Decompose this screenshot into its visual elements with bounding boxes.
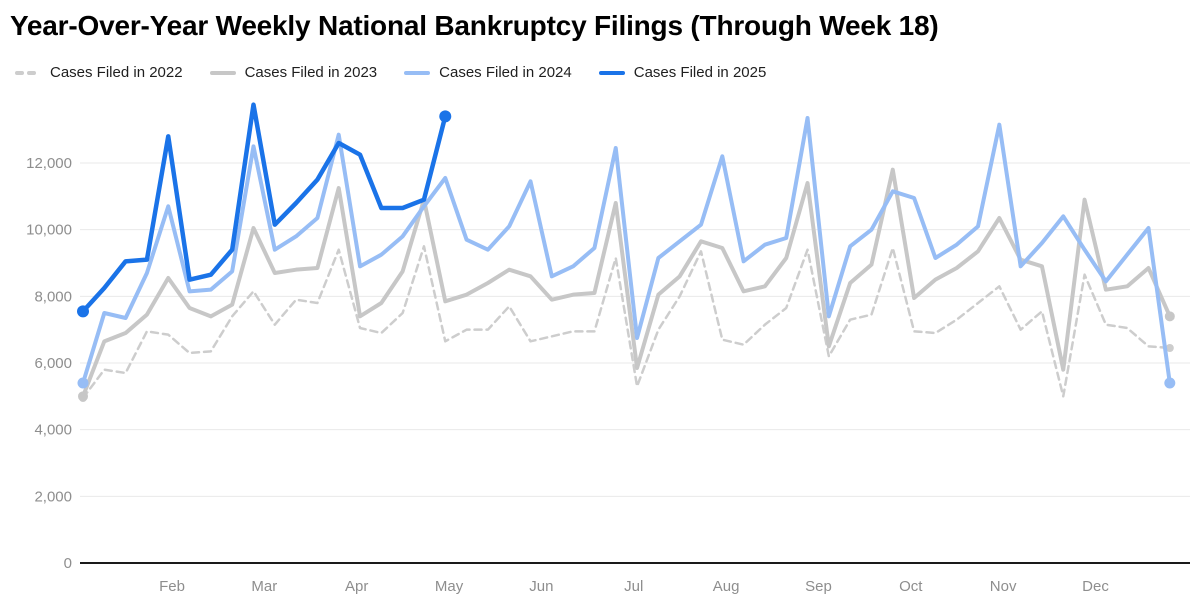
series-2023-start-dot [78, 391, 88, 402]
x-axis-label-jun: Jun [529, 578, 553, 595]
series-line-2024 [81, 116, 1172, 385]
legend-swatch-icon [598, 70, 625, 75]
legend-swatch-icon [209, 70, 236, 75]
legend-item-2023: Cases Filed in 2023 [209, 64, 378, 81]
series-line-2025 [80, 102, 448, 314]
legend-swatch-icon [15, 70, 41, 75]
legend-label: Cases Filed in 2022 [50, 64, 183, 81]
chart-title: Year-Over-Year Weekly National Bankruptc… [10, 10, 939, 41]
series-2024-start-dot [77, 377, 89, 389]
series-2023-end-dot [1164, 311, 1175, 322]
legend-item-2025: Cases Filed in 2025 [598, 64, 767, 81]
series-2025-end-dot [439, 110, 452, 123]
legend-label: Cases Filed in 2025 [633, 64, 767, 81]
y-axis-label: 4,000 [34, 422, 72, 439]
series-2025-start-dot [77, 305, 89, 318]
y-axis-label: 6,000 [34, 355, 72, 372]
series-line-2023 [81, 167, 1172, 399]
legend-swatch-icon [404, 70, 431, 75]
x-axis-label-nov: Nov [990, 578, 1017, 595]
y-axis-label: 2,000 [34, 488, 72, 505]
series-2024-end-dot [1164, 377, 1176, 389]
x-axis-label-dec: Dec [1082, 578, 1109, 595]
x-axis-label-sep: Sep [805, 578, 832, 595]
legend-label: Cases Filed in 2023 [244, 64, 378, 81]
legend-item-2022: Cases Filed in 2022 [14, 64, 183, 81]
series-2022-end-dot [1165, 344, 1174, 352]
x-axis-label-oct: Oct [899, 578, 923, 595]
x-axis-label-mar: Mar [251, 578, 277, 595]
x-axis-label-feb: Feb [159, 578, 185, 595]
series-line-2022 [81, 245, 1172, 400]
legend: Cases Filed in 2022 Cases Filed in 2023 Ca… [14, 64, 766, 81]
legend-label: Cases Filed in 2024 [439, 64, 572, 81]
y-axis-label: 12,000 [26, 155, 72, 172]
x-axis-label-apr: Apr [345, 578, 368, 595]
y-axis-label: 0 [64, 555, 72, 572]
y-axis-label: 10,000 [26, 222, 72, 239]
x-axis-label-may: May [435, 578, 464, 595]
y-axis-label: 8,000 [34, 288, 72, 305]
legend-item-2024: Cases Filed in 2024 [403, 64, 572, 81]
x-axis-label-aug: Aug [713, 578, 740, 595]
x-axis-label-jul: Jul [624, 578, 643, 595]
